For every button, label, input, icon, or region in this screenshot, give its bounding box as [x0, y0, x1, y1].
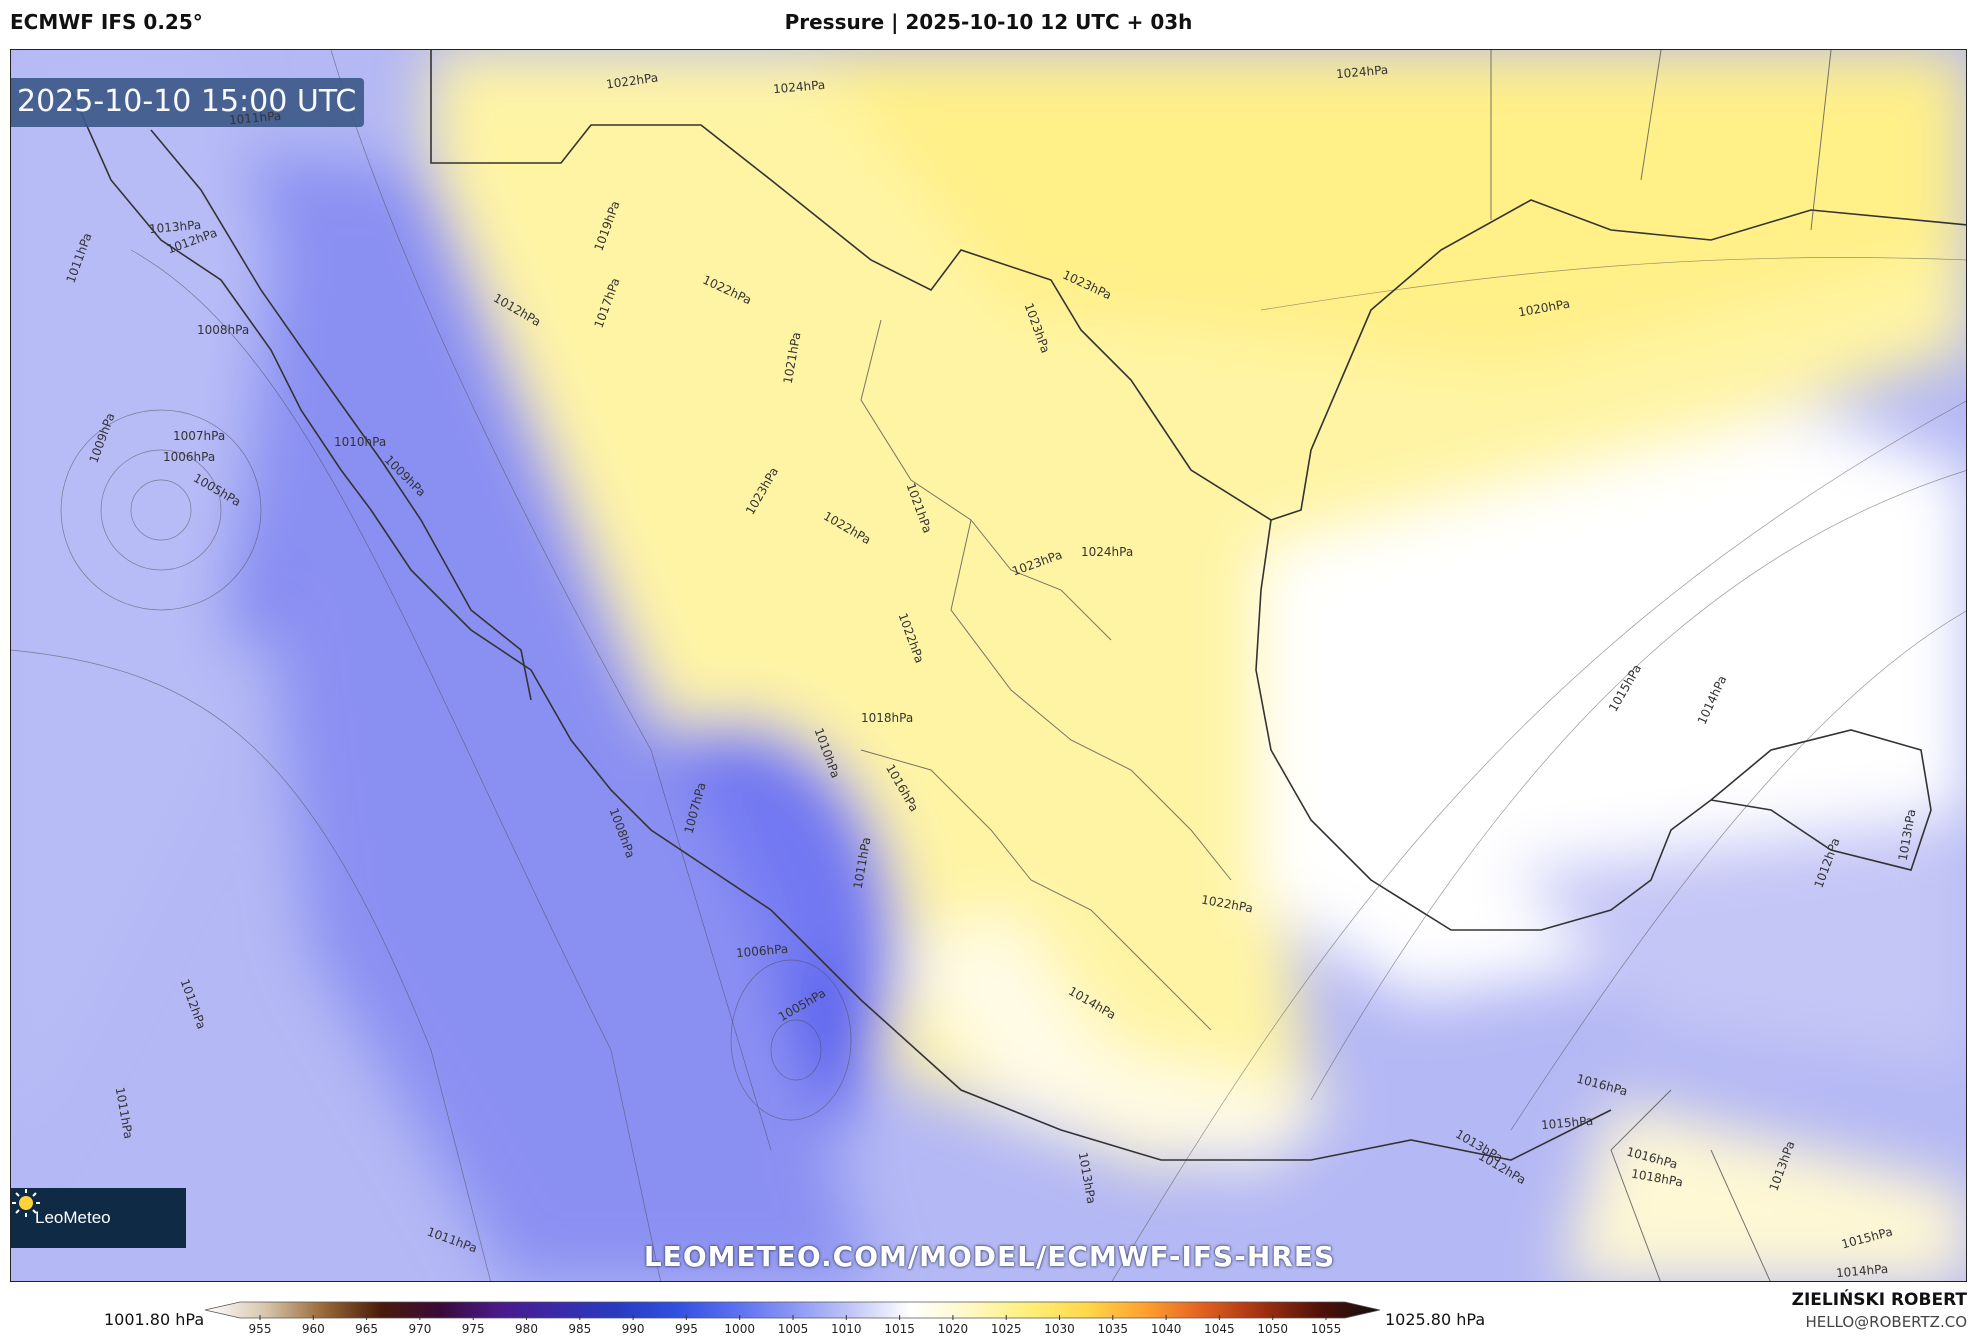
- watermark-url: LEOMETEO.COM/MODEL/ECMWF-IFS-HRES: [643, 1240, 1336, 1273]
- colorbar-tick-label: 1000: [724, 1322, 755, 1336]
- colorbar-tick-label: 1005: [778, 1322, 809, 1336]
- contour-label: 1024hPa: [1081, 545, 1134, 559]
- contour-label: 1008hPa: [197, 323, 250, 337]
- colorbar-tick-label: 960: [302, 1322, 325, 1336]
- contour-label: 1007hPa: [173, 429, 226, 443]
- author-email[interactable]: HELLO@ROBERTZ.CO: [1805, 1313, 1967, 1331]
- colorbar-tick-label: 1040: [1151, 1322, 1182, 1336]
- logo-text: LeoMeteo: [35, 1208, 111, 1227]
- colorbar-tick-label: 985: [568, 1322, 591, 1336]
- map-title: Pressure | 2025-10-10 12 UTC + 03h: [784, 10, 1193, 34]
- colorbar-tick-label: 955: [249, 1322, 272, 1336]
- leometeo-logo[interactable]: LeoMeteo: [11, 1188, 186, 1248]
- colorbar-tick-label: 975: [462, 1322, 485, 1336]
- colorbar-tick-label: 990: [622, 1322, 645, 1336]
- contour-label: 1018hPa: [861, 711, 914, 725]
- colorbar-tick-label: 1045: [1204, 1322, 1235, 1336]
- colorbar-tick-label: 970: [408, 1322, 431, 1336]
- colorbar-tick-label: 1010: [831, 1322, 862, 1336]
- author-name: ZIELIŃSKI ROBERT: [1791, 1290, 1967, 1310]
- pressure-colorbar: 955 960 965 970 975 980 985 990 995 1000 1005 1010 1…: [204, 1301, 1381, 1336]
- colorbar-tick-label: 965: [355, 1322, 378, 1336]
- colorbar-tick-label: 1030: [1044, 1322, 1075, 1336]
- contour-label: 1010hPa: [334, 435, 387, 449]
- colorbar-tick-label: 1050: [1257, 1322, 1288, 1336]
- colorbar-tick-label: 980: [515, 1322, 538, 1336]
- colorbar-tick-label: 1015: [884, 1322, 915, 1336]
- colorbar-tick-label: 995: [675, 1322, 698, 1336]
- colorbar-max-label: 1025.80 hPa: [1385, 1310, 1486, 1329]
- map-canvas: [11, 50, 1966, 1281]
- colorbar-tick-label: 1055: [1311, 1322, 1342, 1336]
- colorbar-tick-label: 1020: [938, 1322, 969, 1336]
- sun-icon: [12, 1189, 40, 1217]
- contour-label: 1006hPa: [163, 450, 216, 464]
- colorbar-min-label: 1001.80 hPa: [104, 1310, 205, 1329]
- pressure-map[interactable]: 2025-10-10 15:00 UTC 1022hPa 1024hPa 1024h…: [10, 49, 1967, 1282]
- colorbar-ticks: 955 960 965 970 975 980 985 990 995 1000 1005 1010 1…: [249, 1315, 1342, 1336]
- colorbar-tick-label: 1025: [991, 1322, 1022, 1336]
- model-title: ECMWF IFS 0.25°: [10, 10, 203, 34]
- colorbar-tick-label: 1035: [1098, 1322, 1129, 1336]
- valid-time-badge: 2025-10-10 15:00 UTC: [11, 78, 365, 127]
